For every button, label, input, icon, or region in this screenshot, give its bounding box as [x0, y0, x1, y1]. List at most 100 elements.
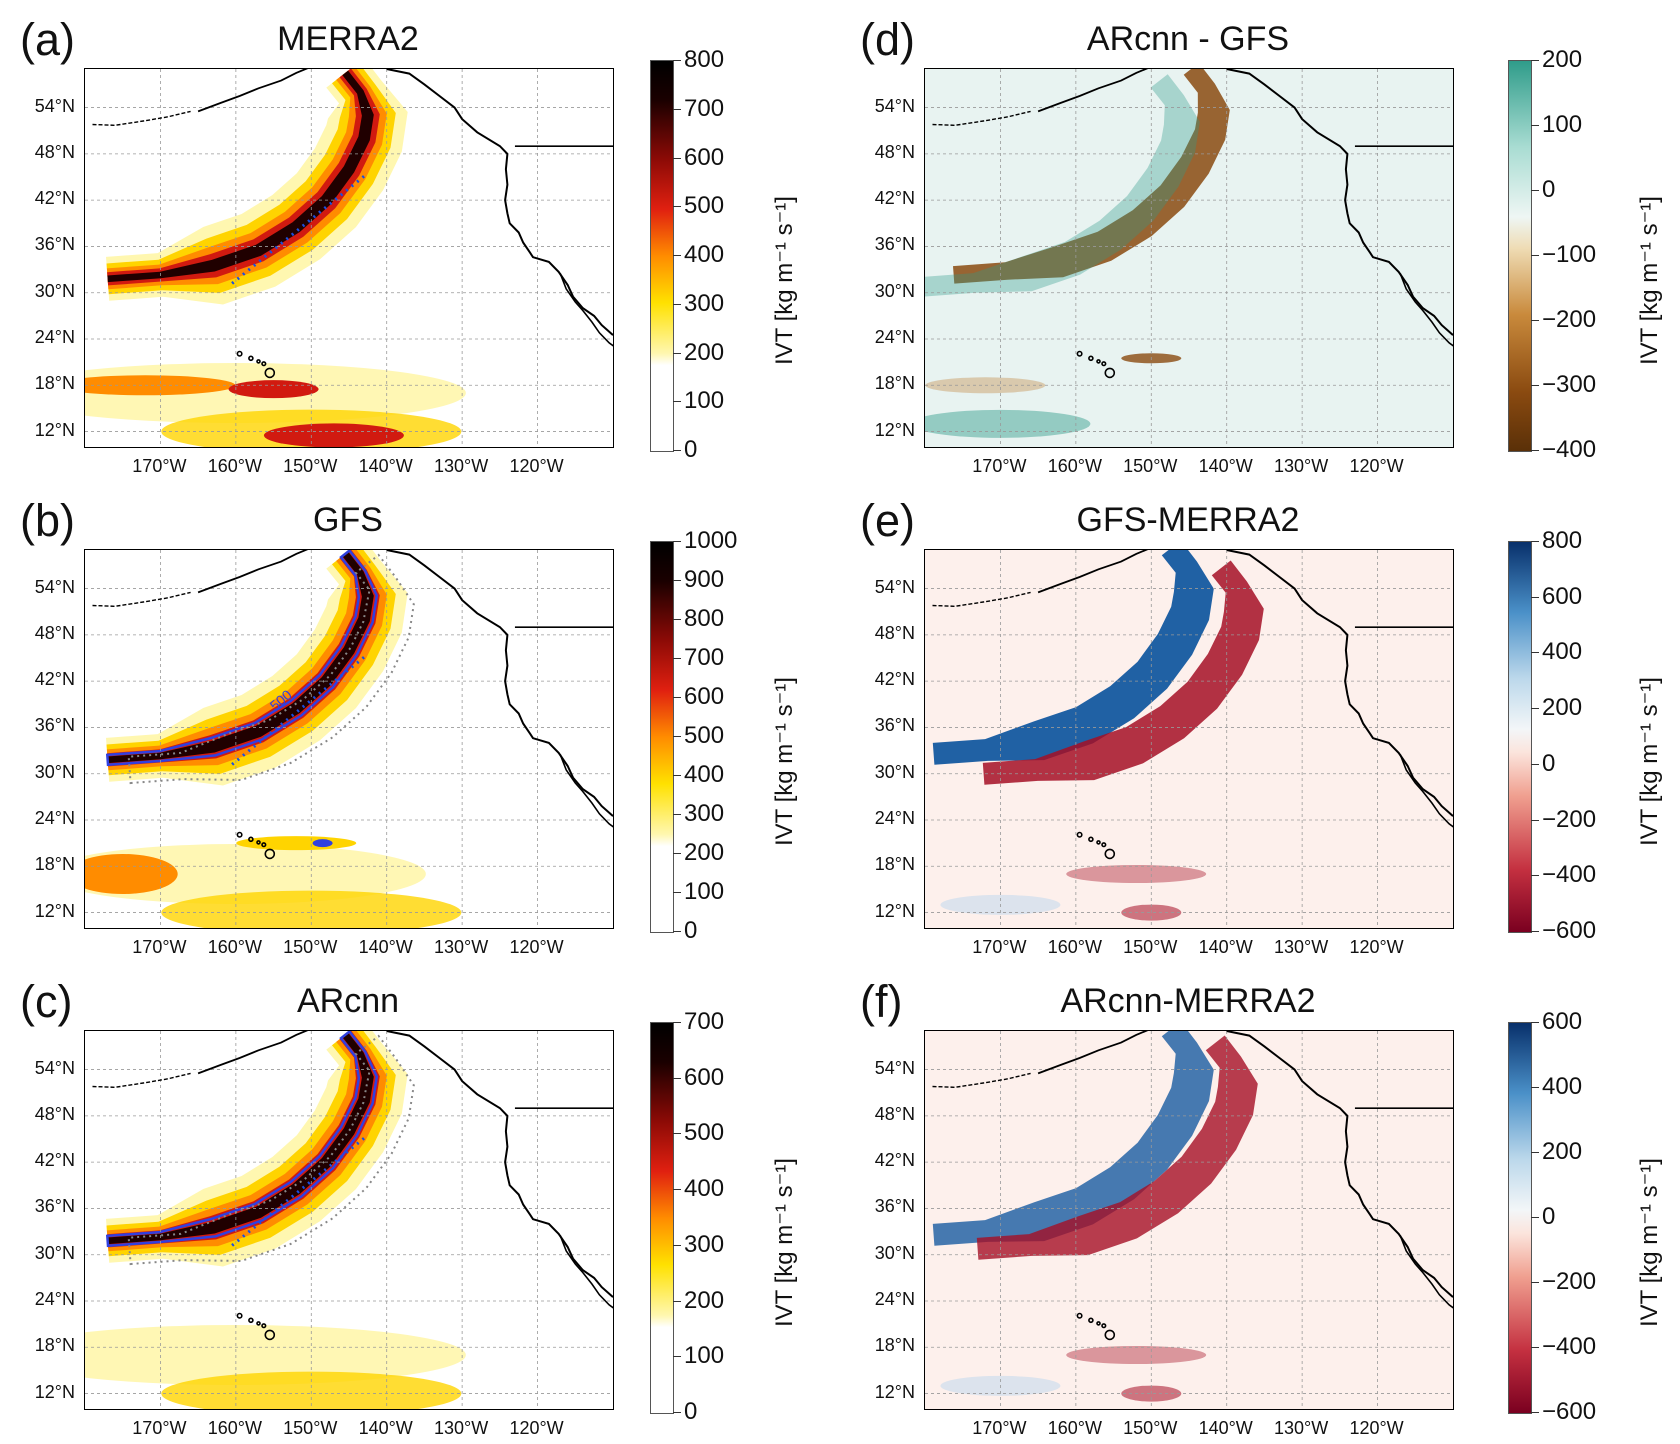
lat-tick-label: 18°N	[874, 1335, 915, 1356]
lon-tick-label: 160°W	[207, 1418, 262, 1438]
colorbar	[1508, 1022, 1532, 1414]
map-panel-a: (a) MERRA2 54°N 48°N 42°N 36°N 30°N 24°N 18°N 12°…	[0, 0, 840, 481]
colorbar-tick-mark	[1531, 385, 1539, 386]
colorbar-tick-label: 200	[1542, 1138, 1583, 1165]
colorbar-tick-mark	[1531, 320, 1539, 321]
lon-tick-label: 130°W	[434, 937, 489, 957]
colorbar-tick-label: 900	[684, 566, 725, 593]
colorbar-tick-label: −400	[1542, 1333, 1597, 1360]
lat-tick-label: 48°N	[34, 141, 75, 162]
lon-tick-label: 160°W	[1047, 937, 1102, 957]
colorbar-tick-label: 500	[684, 192, 725, 220]
colorbar-tick-mark	[1531, 931, 1539, 932]
panel-letter: (a)	[20, 14, 75, 65]
colorbar-tick-mark	[1531, 1412, 1539, 1413]
map-panel-f: (f) ARcnn-MERRA2 54°N 48°N 42°N 36°N 30°N 24°N 1…	[840, 962, 1680, 1443]
lat-tick-label: 48°N	[874, 622, 915, 643]
colorbar-unit-label: IVT [kg m⁻¹ s⁻¹]	[1636, 196, 1663, 365]
panel-letter: (e)	[860, 495, 915, 546]
colorbar-tick-mark	[673, 736, 681, 737]
map-panel-e: (e) GFS-MERRA2 54°N 48°N 42°N 36°N 30°N 24°N 18°…	[840, 481, 1680, 962]
colorbar-tick-mark	[673, 697, 681, 698]
lat-tick-label: 48°N	[34, 1103, 75, 1124]
lon-tick-label: 120°W	[1349, 937, 1404, 957]
ivt-field	[85, 69, 613, 447]
ivt-field	[925, 550, 1453, 928]
lat-tick-label: 18°N	[874, 854, 915, 875]
colorbar-tick-mark	[673, 255, 681, 256]
panel-title: ARcnn-MERRA2	[1060, 982, 1316, 1020]
colorbar-tick-label: 200	[684, 338, 725, 366]
colorbar-tick-label: 0	[1542, 1203, 1556, 1230]
colorbar-tick-label: 400	[684, 1175, 725, 1203]
colorbar-tick-mark	[673, 1300, 681, 1302]
lat-tick-label: 54°N	[874, 576, 915, 597]
colorbar-tick-mark	[673, 1356, 681, 1358]
lat-tick-label: 42°N	[34, 188, 75, 209]
colorbar-tick-label: 100	[684, 387, 725, 415]
colorbar-tick-mark	[673, 580, 681, 581]
colorbar-tick-mark	[1531, 125, 1539, 126]
ivt-field	[85, 1031, 613, 1409]
lon-tick-label: 120°W	[1349, 456, 1404, 476]
colorbar-unit-label: IVT [kg m⁻¹ s⁻¹]	[771, 677, 798, 846]
lat-tick-label: 18°N	[34, 373, 75, 394]
lat-tick-label: 24°N	[874, 327, 915, 347]
colorbar-unit-label: IVT [kg m⁻¹ s⁻¹]	[771, 196, 798, 365]
map-area	[924, 549, 1454, 929]
panel-title: GFS-MERRA2	[1076, 501, 1300, 539]
lat-tick-label: 24°N	[874, 1289, 915, 1309]
lat-tick-label: 30°N	[34, 280, 75, 301]
colorbar-tick-label: 400	[684, 761, 725, 788]
map-area	[84, 68, 614, 448]
lat-tick-label: 30°N	[874, 761, 915, 782]
colorbar-tick-mark	[673, 541, 681, 542]
lon-tick-label: 130°W	[1274, 456, 1329, 476]
colorbar-tick-mark	[1531, 652, 1539, 654]
colorbar-tick-label: −200	[1542, 306, 1597, 333]
colorbar-tick-label: 700	[684, 94, 725, 122]
lat-tick-label: 24°N	[34, 1289, 75, 1309]
colorbar	[1508, 60, 1532, 452]
lon-tick-label: 140°W	[358, 456, 413, 476]
lon-tick-label: 150°W	[283, 456, 338, 476]
lon-tick-label: 150°W	[283, 937, 338, 957]
lat-tick-label: 18°N	[34, 1335, 75, 1356]
lat-tick-label: 48°N	[874, 141, 915, 162]
panel-title: ARcnn - GFS	[1086, 20, 1290, 58]
colorbar-tick-mark	[673, 450, 681, 451]
colorbar-tick-label: 100	[684, 1342, 725, 1370]
colorbar-tick-mark	[1531, 1217, 1539, 1218]
lon-tick-label: 130°W	[434, 1418, 489, 1438]
lat-tick-label: 30°N	[874, 1242, 915, 1263]
lon-tick-label: 140°W	[1198, 937, 1253, 957]
colorbar	[650, 541, 674, 933]
lon-tick-label: 170°W	[972, 456, 1027, 476]
colorbar-tick-label: −100	[1542, 241, 1597, 268]
colorbar-tick-mark	[1531, 708, 1539, 710]
colorbar-tick-label: −200	[1542, 1268, 1597, 1295]
colorbar-tick-mark	[1531, 190, 1539, 191]
lat-tick-label: 30°N	[34, 761, 75, 782]
colorbar-unit-label: IVT [kg m⁻¹ s⁻¹]	[771, 1158, 798, 1327]
lon-tick-label: 130°W	[434, 456, 489, 476]
map-panel-d: (d) ARcnn - GFS 54°N 48°N 42°N 36°N 30°N 24°N 18…	[840, 0, 1680, 481]
colorbar-tick-mark	[1531, 763, 1539, 765]
lat-tick-label: 36°N	[34, 1196, 75, 1217]
colorbar-tick-mark	[1531, 541, 1539, 542]
lat-tick-label: 42°N	[874, 188, 915, 209]
colorbar-tick-label: 100	[1542, 111, 1583, 138]
lat-tick-label: 18°N	[34, 854, 75, 875]
colorbar-tick-mark	[673, 1189, 681, 1191]
map-panel-b: (b) GFS 54°N 48°N 42°N 36°N 30°N 24°N 18°N 12°N 17…	[0, 481, 840, 962]
lon-tick-label: 140°W	[358, 1418, 413, 1438]
colorbar	[1508, 541, 1532, 933]
colorbar-tick-label: 300	[684, 1230, 725, 1258]
colorbar-tick-label: 600	[684, 143, 725, 171]
colorbar-tick-label: 300	[684, 800, 725, 827]
colorbar-tick-mark	[1531, 255, 1539, 256]
lon-tick-label: 120°W	[1349, 1418, 1404, 1438]
colorbar-tick-label: 400	[684, 241, 725, 268]
colorbar-tick-label: 800	[684, 46, 725, 73]
lon-tick-label: 140°W	[1198, 1418, 1253, 1438]
